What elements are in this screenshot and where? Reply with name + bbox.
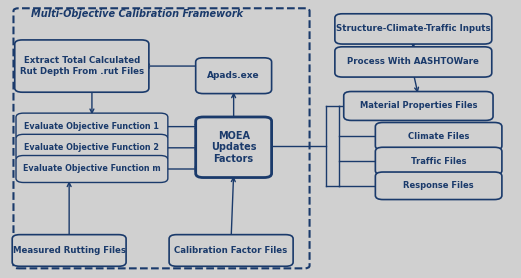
FancyBboxPatch shape: [375, 123, 502, 150]
FancyBboxPatch shape: [375, 172, 502, 200]
FancyBboxPatch shape: [196, 58, 271, 94]
FancyBboxPatch shape: [15, 40, 149, 92]
Text: Process With AASHTOWare: Process With AASHTOWare: [348, 58, 479, 66]
Text: MOEA
Updates
Factors: MOEA Updates Factors: [211, 131, 256, 164]
FancyBboxPatch shape: [196, 117, 271, 178]
FancyBboxPatch shape: [344, 91, 493, 120]
FancyBboxPatch shape: [16, 134, 168, 161]
FancyBboxPatch shape: [12, 235, 126, 266]
Text: Response Files: Response Files: [403, 181, 474, 190]
Text: Evaluate Objective Function 2: Evaluate Objective Function 2: [24, 143, 159, 152]
Text: Evaluate Objective Function 1: Evaluate Objective Function 1: [24, 122, 159, 131]
FancyBboxPatch shape: [169, 235, 293, 266]
Text: Structure-Climate-Traffic Inputs: Structure-Climate-Traffic Inputs: [336, 24, 491, 33]
Text: Evaluate Objective Function m: Evaluate Objective Function m: [23, 165, 161, 173]
FancyBboxPatch shape: [16, 155, 168, 182]
Text: Traffic Files: Traffic Files: [411, 157, 466, 165]
FancyBboxPatch shape: [16, 113, 168, 140]
Text: Material Properties Files: Material Properties Files: [359, 101, 477, 110]
Text: Extract Total Calculated
Rut Depth From .rut Files: Extract Total Calculated Rut Depth From …: [20, 56, 144, 76]
Text: Climate Files: Climate Files: [408, 132, 469, 141]
Text: Apads.exe: Apads.exe: [207, 71, 260, 80]
FancyBboxPatch shape: [375, 147, 502, 175]
FancyBboxPatch shape: [335, 14, 492, 44]
Text: Calibration Factor Files: Calibration Factor Files: [175, 246, 288, 255]
FancyBboxPatch shape: [335, 47, 492, 77]
Text: Measured Rutting Files: Measured Rutting Files: [13, 246, 126, 255]
Text: Multi-Objective Calibration Framework: Multi-Objective Calibration Framework: [31, 9, 243, 19]
